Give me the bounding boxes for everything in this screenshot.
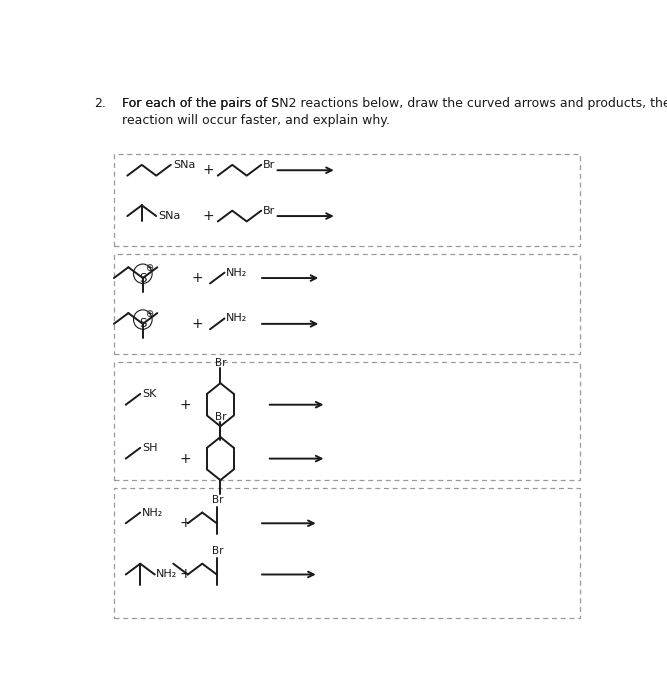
Text: +: + bbox=[179, 568, 191, 582]
Text: reaction will occur faster, and explain why.: reaction will occur faster, and explain … bbox=[122, 113, 390, 127]
Text: Br: Br bbox=[211, 546, 223, 556]
Text: +: + bbox=[179, 517, 191, 531]
Text: For each of the pairs of S: For each of the pairs of S bbox=[122, 97, 279, 111]
Text: SH: SH bbox=[142, 443, 157, 453]
Text: S: S bbox=[139, 317, 147, 330]
Text: Br: Br bbox=[263, 160, 275, 170]
Text: +: + bbox=[202, 163, 214, 177]
Text: ⊕: ⊕ bbox=[145, 263, 153, 273]
Text: +: + bbox=[179, 452, 191, 466]
Text: Br: Br bbox=[211, 495, 223, 505]
Text: SNa: SNa bbox=[158, 211, 181, 221]
Text: Br: Br bbox=[215, 358, 227, 368]
Text: For each of the pairs of SN2 reactions below, draw the curved arrows and product: For each of the pairs of SN2 reactions b… bbox=[122, 97, 667, 111]
Text: NH₂: NH₂ bbox=[142, 508, 163, 517]
Text: +: + bbox=[202, 209, 214, 223]
Text: Br: Br bbox=[263, 206, 275, 216]
Text: +: + bbox=[192, 271, 203, 285]
Text: SK: SK bbox=[142, 389, 156, 399]
Text: NH₂: NH₂ bbox=[226, 314, 247, 323]
Text: Br: Br bbox=[215, 412, 227, 421]
Text: +: + bbox=[192, 317, 203, 331]
Text: ⊕: ⊕ bbox=[145, 309, 153, 319]
Text: NH₂: NH₂ bbox=[226, 267, 247, 278]
Text: S: S bbox=[139, 272, 147, 284]
Text: 2.: 2. bbox=[93, 97, 105, 111]
Text: SNa: SNa bbox=[173, 160, 195, 170]
Text: +: + bbox=[179, 398, 191, 412]
Text: NH₂: NH₂ bbox=[156, 570, 177, 580]
